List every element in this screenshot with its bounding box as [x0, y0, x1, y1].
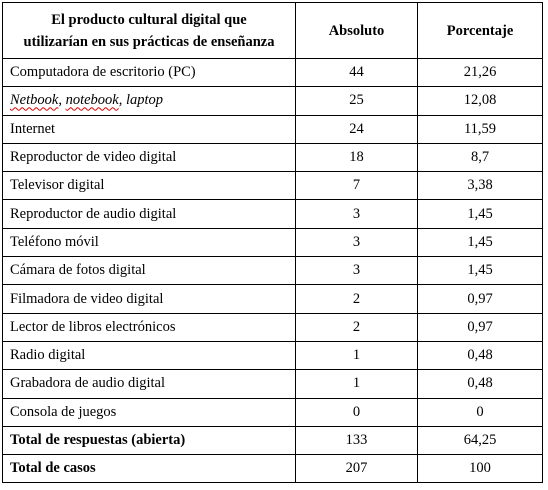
row-label: Lector de libros electrónicos: [2, 312, 296, 342]
row-percentage: 3,38: [417, 171, 543, 201]
row-label: Consola de juegos: [2, 397, 296, 427]
table-row: Consola de juegos 0 0: [2, 397, 543, 427]
header-product: El producto cultural digital que utiliza…: [2, 2, 296, 59]
row-percentage: 0,97: [417, 284, 543, 314]
row-label: Grabadora de audio digital: [2, 369, 296, 399]
row-absolute: 3: [295, 256, 418, 286]
row-percentage: 0,97: [417, 312, 543, 342]
table-row: Reproductor de audio digital 3 1,45: [2, 199, 543, 229]
row-absolute: 3: [295, 199, 418, 229]
table-row: Internet 24 11,59: [2, 114, 543, 144]
row-percentage: 8,7: [417, 142, 543, 173]
total-percentage: 100: [417, 454, 543, 484]
total-absolute: 133: [295, 425, 418, 456]
row-percentage: 1,45: [417, 199, 543, 229]
table-row: Radio digital 1 0,48: [2, 340, 543, 371]
row-label: Computadora de escritorio (PC): [2, 57, 296, 88]
row-absolute: 0: [295, 397, 418, 427]
total-label: Total de casos: [2, 454, 296, 484]
row-label-part: notebook: [65, 92, 119, 109]
row-percentage: 12,08: [417, 86, 543, 116]
row-label: Televisor digital: [2, 171, 296, 201]
row-label-part: Netbook: [10, 92, 59, 109]
row-label: Teléfono móvil: [2, 227, 296, 258]
row-label: Internet: [2, 114, 296, 144]
row-label: Reproductor de audio digital: [2, 199, 296, 229]
row-absolute: 3: [295, 227, 418, 258]
row-percentage: 1,45: [417, 227, 543, 258]
row-percentage: 21,26: [417, 57, 543, 88]
row-absolute: 2: [295, 284, 418, 314]
row-label-sep: ,: [58, 92, 66, 109]
total-row: Total de casos 207 100: [2, 454, 543, 484]
row-label: Reproductor de video digital: [2, 142, 296, 173]
row-label-part: laptop: [125, 92, 164, 109]
header-product-line1: El producto cultural digital que: [51, 11, 247, 28]
data-table: El producto cultural digital que utiliza…: [2, 2, 543, 484]
row-percentage: 1,45: [417, 256, 543, 286]
table-row: Computadora de escritorio (PC) 44 21,26: [2, 57, 543, 88]
header-row: El producto cultural digital que utiliza…: [2, 2, 543, 59]
row-absolute: 1: [295, 340, 418, 371]
row-absolute: 18: [295, 142, 418, 173]
total-label: Total de respuestas (abierta): [2, 425, 296, 456]
table-row: Cámara de fotos digital 3 1,45: [2, 256, 543, 286]
row-label-sep: ,: [118, 92, 126, 109]
row-absolute: 7: [295, 171, 418, 201]
row-absolute: 44: [295, 57, 418, 88]
row-label: Radio digital: [2, 340, 296, 371]
row-percentage: 0: [417, 397, 543, 427]
table-row: Reproductor de video digital 18 8,7: [2, 142, 543, 173]
row-label: Netbook, notebook, laptop: [2, 86, 296, 116]
table-container: El producto cultural digital que utiliza…: [2, 2, 543, 484]
row-percentage: 11,59: [417, 114, 543, 144]
row-absolute: 24: [295, 114, 418, 144]
table-row: Netbook, notebook, laptop 25 12,08: [2, 86, 543, 116]
table-row: Televisor digital 7 3,38: [2, 171, 543, 201]
table-row: Grabadora de audio digital 1 0,48: [2, 369, 543, 399]
header-absolute: Absoluto: [295, 2, 418, 59]
row-absolute: 1: [295, 369, 418, 399]
row-absolute: 25: [295, 86, 418, 116]
row-label: Cámara de fotos digital: [2, 256, 296, 286]
row-absolute: 2: [295, 312, 418, 342]
row-label: Filmadora de video digital: [2, 284, 296, 314]
header-product-line2: utilizarían en sus prácticas de enseñanz…: [23, 33, 275, 50]
table-row: Filmadora de video digital 2 0,97: [2, 284, 543, 314]
total-row: Total de respuestas (abierta) 133 64,25: [2, 425, 543, 456]
row-percentage: 0,48: [417, 340, 543, 371]
total-percentage: 64,25: [417, 425, 543, 456]
table-row: Lector de libros electrónicos 2 0,97: [2, 312, 543, 342]
total-absolute: 207: [295, 454, 418, 484]
header-percentage: Porcentaje: [417, 2, 543, 59]
table-row: Teléfono móvil 3 1,45: [2, 227, 543, 258]
row-percentage: 0,48: [417, 369, 543, 399]
